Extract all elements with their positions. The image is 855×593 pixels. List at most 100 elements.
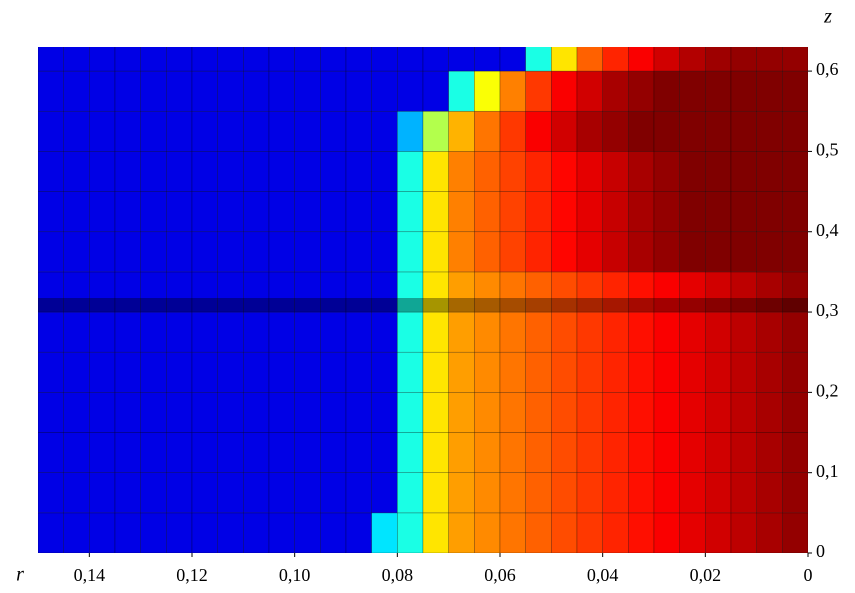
heat-cell bbox=[628, 70, 655, 112]
heat-cell bbox=[371, 432, 398, 473]
y-axis-label: z bbox=[823, 6, 832, 28]
heat-cell bbox=[243, 47, 270, 72]
heat-cell bbox=[371, 351, 398, 393]
heat-cell bbox=[730, 351, 757, 393]
heat-cell bbox=[191, 271, 218, 313]
heat-cell bbox=[730, 392, 757, 433]
heat-cell bbox=[114, 151, 141, 192]
heat-cell bbox=[653, 392, 680, 433]
heat-cell bbox=[320, 432, 347, 473]
heat-cell bbox=[140, 191, 167, 233]
heat-cell bbox=[38, 110, 64, 152]
heat-cell bbox=[551, 472, 578, 514]
heat-cell bbox=[38, 432, 64, 473]
heat-cell bbox=[140, 231, 167, 273]
heat-cell bbox=[345, 432, 372, 473]
heat-cell bbox=[294, 151, 321, 192]
heat-cell bbox=[166, 70, 193, 112]
heat-cell bbox=[217, 151, 244, 192]
heat-cell bbox=[756, 110, 783, 152]
heatmap bbox=[38, 47, 808, 553]
heat-cell bbox=[166, 151, 193, 192]
heat-cell bbox=[782, 191, 808, 233]
heat-cell bbox=[448, 351, 475, 393]
heat-cell bbox=[551, 191, 578, 233]
heat-cell bbox=[38, 512, 64, 553]
x-tick-label: 0 bbox=[804, 565, 813, 585]
heat-cell bbox=[756, 231, 783, 273]
heat-cell bbox=[345, 47, 372, 72]
heat-cell bbox=[679, 231, 706, 273]
heat-cell bbox=[551, 392, 578, 433]
heat-cell bbox=[89, 311, 116, 353]
heat-cell bbox=[89, 70, 116, 112]
heat-cell bbox=[114, 351, 141, 393]
heat-cell bbox=[371, 311, 398, 353]
heat-cell bbox=[166, 311, 193, 353]
heat-cell bbox=[679, 191, 706, 233]
heat-cell bbox=[63, 351, 90, 393]
heat-cell bbox=[448, 70, 475, 112]
heat-cell bbox=[628, 191, 655, 233]
heat-cell bbox=[525, 311, 552, 353]
heat-cell bbox=[89, 47, 116, 72]
heat-cell bbox=[422, 191, 449, 233]
heat-cell bbox=[653, 70, 680, 112]
heat-cell bbox=[345, 472, 372, 514]
heat-cell bbox=[89, 512, 116, 553]
heat-cell bbox=[166, 271, 193, 313]
y-tick-label: 0,3 bbox=[816, 300, 839, 320]
heat-cell bbox=[653, 271, 680, 313]
heat-cell bbox=[268, 151, 295, 192]
heat-cell bbox=[63, 70, 90, 112]
heat-cell bbox=[397, 472, 424, 514]
heat-cell bbox=[217, 191, 244, 233]
heat-cell bbox=[114, 191, 141, 233]
heat-cell bbox=[782, 512, 808, 553]
heat-cell bbox=[268, 110, 295, 152]
heat-cell bbox=[602, 271, 629, 313]
heat-cell bbox=[422, 110, 449, 152]
heat-cell bbox=[140, 392, 167, 433]
heat-cell bbox=[474, 472, 501, 514]
heat-cell bbox=[422, 392, 449, 433]
y-tick-label: 0,1 bbox=[816, 461, 839, 481]
heat-cell bbox=[345, 271, 372, 313]
heat-cell bbox=[397, 191, 424, 233]
heat-cell bbox=[653, 110, 680, 152]
heat-cell bbox=[628, 110, 655, 152]
heat-cell bbox=[782, 47, 808, 72]
heat-cell bbox=[371, 191, 398, 233]
heat-cell bbox=[217, 311, 244, 353]
heat-cell bbox=[217, 351, 244, 393]
heat-cell bbox=[576, 512, 603, 553]
heat-cell bbox=[756, 311, 783, 353]
heat-cell bbox=[217, 231, 244, 273]
heat-cell bbox=[602, 351, 629, 393]
heat-cell bbox=[191, 70, 218, 112]
heat-cell bbox=[474, 231, 501, 273]
heat-cell bbox=[397, 392, 424, 433]
heat-cell bbox=[63, 191, 90, 233]
heat-cell bbox=[499, 271, 526, 313]
dark-band bbox=[38, 298, 808, 312]
x-tick-label: 0,08 bbox=[382, 565, 414, 585]
heat-cell bbox=[679, 311, 706, 353]
heat-cell bbox=[628, 47, 655, 72]
heat-cell bbox=[782, 311, 808, 353]
heat-cell bbox=[89, 432, 116, 473]
heat-cell bbox=[576, 110, 603, 152]
heat-cell bbox=[679, 151, 706, 192]
heat-cell bbox=[243, 432, 270, 473]
heat-cell bbox=[38, 151, 64, 192]
heat-cell bbox=[756, 351, 783, 393]
heat-cell bbox=[448, 392, 475, 433]
heat-cell bbox=[499, 351, 526, 393]
heat-cell bbox=[294, 392, 321, 433]
heat-cell bbox=[422, 512, 449, 553]
heat-cell bbox=[140, 351, 167, 393]
heat-cell bbox=[730, 472, 757, 514]
heat-cell bbox=[730, 271, 757, 313]
y-tick-label: 0,2 bbox=[816, 380, 839, 400]
heat-cell bbox=[397, 47, 424, 72]
